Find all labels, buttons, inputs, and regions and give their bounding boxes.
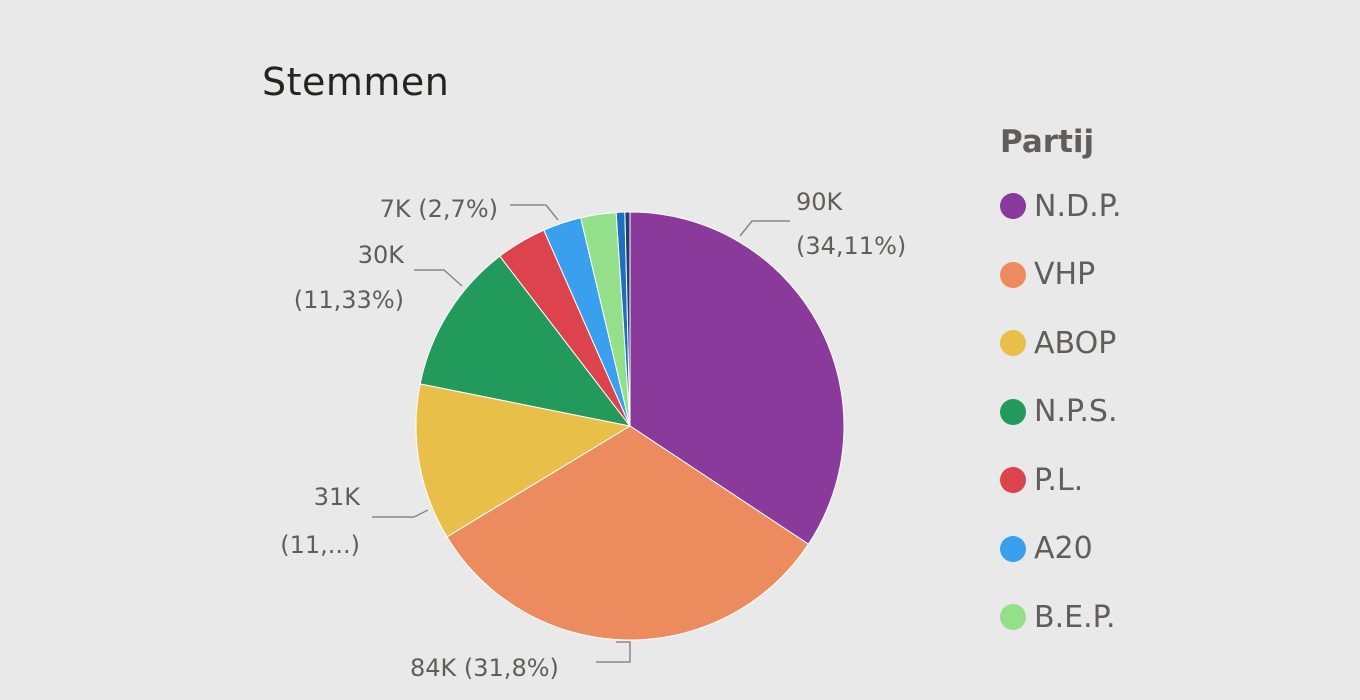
legend-item-vhp[interactable]: VHP <box>1000 241 1122 310</box>
data-label-ndp-1: 90K <box>796 188 844 216</box>
legend-label-ndp: N.D.P. <box>1034 188 1122 224</box>
legend-label-vhp: VHP <box>1034 257 1096 293</box>
legend-item-bep[interactable]: B.E.P. <box>1000 583 1122 652</box>
legend-item-pl[interactable]: P.L. <box>1000 446 1122 515</box>
legend-dot-nps <box>1000 398 1026 425</box>
legend-dot-vhp <box>1000 261 1026 288</box>
legend-item-ndp[interactable]: N.D.P. <box>1000 172 1122 241</box>
data-label-vhp-1: 84K (31,8%) <box>410 654 559 682</box>
leader-line-abop <box>372 509 429 518</box>
legend-label-a20: A20 <box>1034 531 1093 567</box>
data-label-abop-2: (11,...) <box>280 531 360 559</box>
leader-line-vhp <box>596 641 631 663</box>
legend-item-a20[interactable]: A20 <box>1000 515 1122 584</box>
pie-slice-nps[interactable] <box>419 255 632 427</box>
leader-line-nps <box>414 269 463 287</box>
pie-slice-small-2[interactable] <box>624 211 631 427</box>
legend-label-bep: B.E.P. <box>1034 599 1116 635</box>
legend-item-abop[interactable]: ABOP <box>1000 309 1122 378</box>
data-label-ndp-2: (34,11%) <box>796 232 906 260</box>
legend-label-pl: P.L. <box>1034 462 1084 498</box>
legend-dot-ndp <box>1000 193 1026 220</box>
legend-title: Partij <box>1000 124 1095 160</box>
legend-dot-pl <box>1000 467 1026 494</box>
legend-dot-bep <box>1000 604 1026 631</box>
legend-dot-a20 <box>1000 535 1026 562</box>
legend-dot-abop <box>1000 330 1026 357</box>
leader-line-bep <box>510 204 559 221</box>
pie-slice-abop[interactable] <box>415 383 632 538</box>
data-label-abop-1: 31K <box>314 483 362 511</box>
legend-label-nps: N.P.S. <box>1034 394 1118 430</box>
legend: Partij N.D.P. VHP ABOP N.P.S. P.L. A20 B… <box>1000 124 1122 652</box>
data-label-bep-1: 7K (2,7%) <box>380 195 498 223</box>
data-label-nps-1: 30K <box>358 241 406 269</box>
legend-label-abop: ABOP <box>1034 325 1117 361</box>
pie-slice-vhp[interactable] <box>446 425 810 641</box>
legend-item-nps[interactable]: N.P.S. <box>1000 378 1122 447</box>
chart-title: Stemmen <box>262 60 450 104</box>
data-label-nps-2: (11,33%) <box>294 286 404 314</box>
leader-line-ndp <box>739 220 790 237</box>
